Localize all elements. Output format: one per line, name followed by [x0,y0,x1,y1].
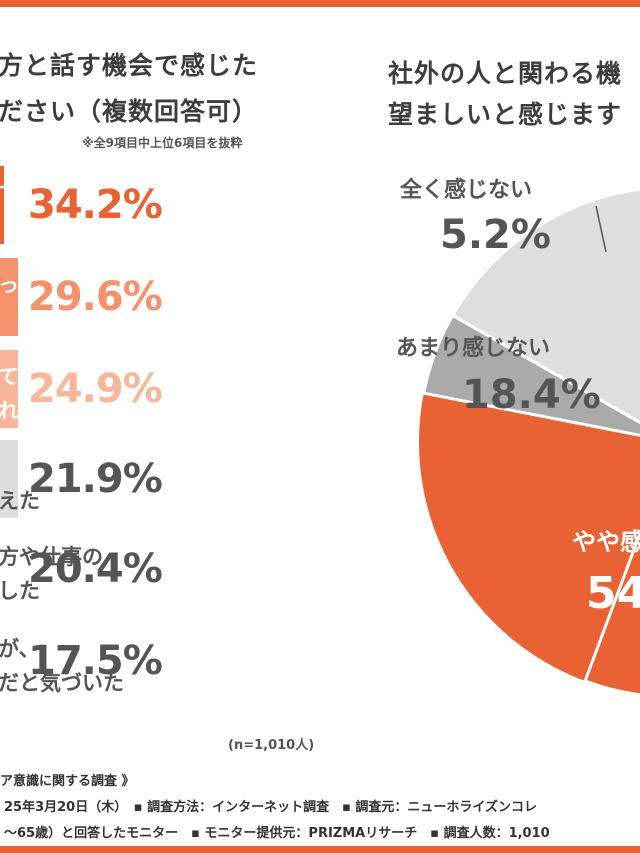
pie-value-3: 54 [586,568,640,619]
bottom-border [0,846,640,853]
bar-3-value: 24.9% [28,366,163,412]
pie-value-2: 18.4% [462,372,601,418]
pie-label-3: やや感 [572,528,640,556]
pie-slice-somewhat [583,529,640,697]
sample-size: (n=1,010人) [228,738,315,753]
bar-5 [0,530,18,608]
bar-5-value: 20.4% [28,546,163,592]
bar-5-label-line-2: した [0,579,40,603]
bar-2-value: 29.6% [28,274,163,320]
right-title-line-2: 望ましいと感じます [388,100,623,129]
bar-3 [0,350,18,428]
bar-3-label-line-2: れた [0,399,40,423]
bar-6-label-line-2: だと気づいた [0,671,124,695]
bar-4-value: 21.9% [28,456,163,502]
bar-1-value: 34.2% [28,182,163,228]
bar-3-label-line-1: て、 [0,365,39,389]
left-title-line-1: 方と話す機会で感じた [0,51,259,80]
bar-6-label-line-1: が、 [0,637,40,661]
pie-label-2: あまり感じない [396,336,551,361]
bar-2 [0,258,18,336]
left-title-line-2: ださい（複数回答可） [0,97,259,126]
bar-6 [0,622,18,700]
bar-1-label-line-1: することで、 [0,181,123,205]
top-border [0,0,640,7]
bar-6-value: 17.5% [28,638,163,684]
bar-5-label-line-1: 方や仕事の [0,545,103,569]
footer-line-1: ア意識に関する調査 》 [0,774,135,789]
pie-leader-line [595,205,607,253]
bar-4-label-line-2: えた [0,489,40,513]
bar-2-label-line-1: って、 [0,273,59,297]
right-title-line-1: 社外の人と関わる機 [388,59,623,88]
pie-value-1: 5.2% [440,212,551,258]
footer-line-2: 25年3月20日（木） ▪ 調査方法：インターネット調査 ▪ 調査元：ニューホラ… [4,800,538,815]
bar-1 [0,166,4,244]
left-note: ※全9項目中上位6項目を抜粋 [82,136,243,150]
footer-line-3: 〜65歳）と回答したモニター ▪ モニター提供元：PRIZMAリサーチ ▪ 調査… [4,826,550,841]
pie-slice-rest [419,189,640,695]
pie-label-1: 全く感じない [400,178,533,203]
bar-4 [0,440,18,518]
